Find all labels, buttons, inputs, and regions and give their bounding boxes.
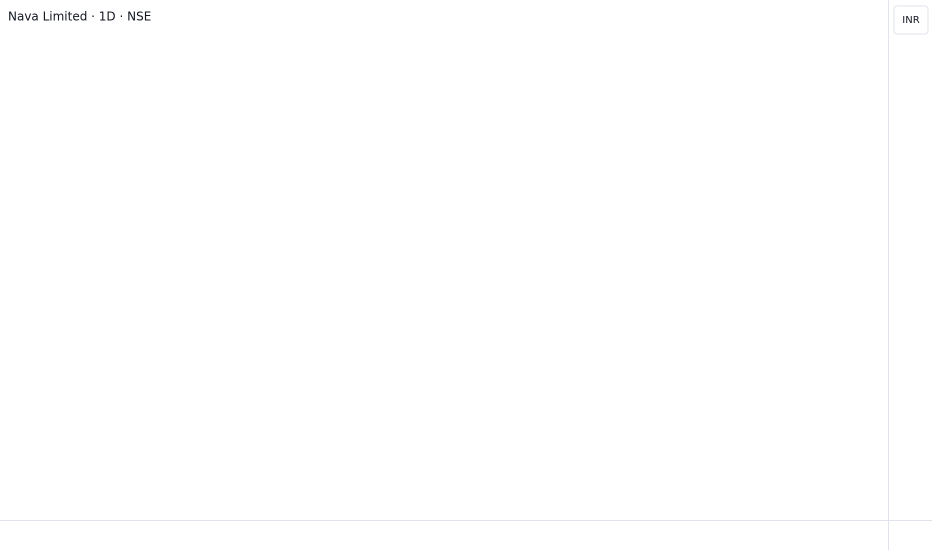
currency[interactable]: INR: [902, 15, 919, 26]
chart-title: Nava Limited · 1D · NSE: [8, 10, 151, 24]
currency-box[interactable]: [893, 5, 929, 35]
